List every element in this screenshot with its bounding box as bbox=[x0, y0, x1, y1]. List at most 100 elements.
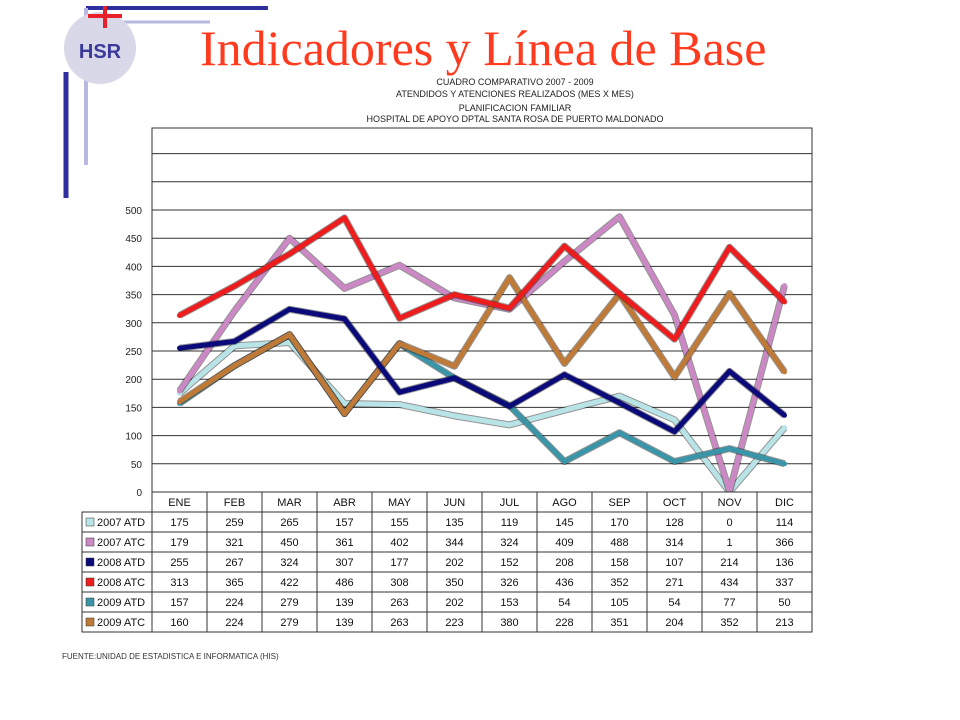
table-cell: 224 bbox=[225, 597, 243, 609]
data-point bbox=[562, 360, 567, 366]
table-cell: 352 bbox=[720, 617, 738, 629]
table-cell: 213 bbox=[775, 617, 793, 629]
data-point bbox=[562, 372, 567, 378]
table-cell: 488 bbox=[610, 537, 628, 549]
data-point bbox=[397, 389, 402, 395]
table-cell: 402 bbox=[390, 537, 408, 549]
data-point bbox=[177, 388, 182, 394]
data-point bbox=[177, 399, 182, 405]
data-point bbox=[727, 290, 732, 296]
table-cell: 436 bbox=[555, 577, 573, 589]
table-cell: 366 bbox=[775, 537, 793, 549]
legend-label: 2008 ATC bbox=[97, 577, 145, 589]
table-cell: 361 bbox=[335, 537, 353, 549]
table-cell: 1 bbox=[726, 537, 732, 549]
data-point bbox=[287, 332, 292, 338]
table-cell: 409 bbox=[555, 537, 573, 549]
data-point bbox=[782, 299, 787, 305]
category-label: ABR bbox=[333, 497, 356, 509]
y-tick-label: 400 bbox=[125, 262, 142, 273]
data-point bbox=[342, 215, 347, 221]
category-label: SEP bbox=[608, 497, 630, 509]
category-label: NOV bbox=[718, 497, 743, 509]
y-tick-label: 350 bbox=[125, 291, 142, 302]
data-point bbox=[672, 429, 677, 435]
data-point bbox=[287, 235, 292, 241]
y-tick-label: 0 bbox=[136, 488, 142, 499]
table-cell: 202 bbox=[445, 557, 463, 569]
data-point bbox=[232, 283, 237, 289]
table-cell: 179 bbox=[170, 537, 188, 549]
data-point bbox=[617, 214, 622, 220]
data-point bbox=[727, 368, 732, 374]
y-tick-label: 250 bbox=[125, 347, 142, 358]
table-cell: 136 bbox=[775, 557, 793, 569]
data-point bbox=[507, 422, 512, 428]
data-point bbox=[287, 251, 292, 257]
y-tick-label: 450 bbox=[125, 234, 142, 245]
table-cell: 139 bbox=[335, 597, 353, 609]
table-cell: 263 bbox=[390, 597, 408, 609]
table-cell: 267 bbox=[225, 557, 243, 569]
data-point bbox=[617, 393, 622, 399]
table-cell: 77 bbox=[723, 597, 735, 609]
table-cell: 139 bbox=[335, 617, 353, 629]
table-cell: 105 bbox=[610, 597, 628, 609]
table-cell: 344 bbox=[445, 537, 463, 549]
table-cell: 202 bbox=[445, 597, 463, 609]
legend-label: 2007 ATD bbox=[97, 517, 145, 529]
data-point bbox=[342, 285, 347, 291]
table-cell: 204 bbox=[665, 617, 683, 629]
legend-key bbox=[85, 557, 95, 567]
data-point bbox=[507, 403, 512, 409]
table-cell: 434 bbox=[720, 577, 738, 589]
chart-title-line2: ATENDIDOS Y ATENCIONES REALIZADOS (MES X… bbox=[396, 89, 634, 99]
table-cell: 128 bbox=[665, 517, 683, 529]
data-point bbox=[782, 461, 787, 467]
data-point bbox=[452, 375, 457, 381]
table-cell: 279 bbox=[280, 597, 298, 609]
table-cell: 351 bbox=[610, 617, 628, 629]
data-point bbox=[617, 290, 622, 296]
table-cell: 177 bbox=[390, 557, 408, 569]
plot-area bbox=[151, 127, 813, 493]
slide-decoration: HSR bbox=[63, 6, 268, 198]
table-cell: 107 bbox=[665, 557, 683, 569]
data-point bbox=[782, 412, 787, 418]
data-point bbox=[782, 283, 787, 289]
table-cell: 350 bbox=[445, 577, 463, 589]
table-cell: 307 bbox=[335, 557, 353, 569]
table-cell: 259 bbox=[225, 517, 243, 529]
category-label: MAR bbox=[277, 497, 302, 509]
table-cell: 145 bbox=[555, 517, 573, 529]
table-cell: 135 bbox=[445, 517, 463, 529]
table-cell: 152 bbox=[500, 557, 518, 569]
table-cell: 422 bbox=[280, 577, 298, 589]
table-cell: 214 bbox=[720, 557, 738, 569]
table-cell: 208 bbox=[555, 557, 573, 569]
source-note: FUENTE:UNIDAD DE ESTADISTICA E INFORMATI… bbox=[62, 652, 279, 661]
data-point bbox=[562, 258, 567, 264]
table-cell: 314 bbox=[665, 537, 683, 549]
y-tick-label: 150 bbox=[125, 403, 142, 414]
data-point bbox=[672, 374, 677, 380]
data-point bbox=[562, 459, 567, 465]
category-label: DIC bbox=[775, 497, 794, 509]
y-tick-label: 100 bbox=[125, 432, 142, 443]
table-cell: 153 bbox=[500, 597, 518, 609]
data-point bbox=[782, 369, 787, 375]
data-point bbox=[232, 363, 237, 369]
data-point bbox=[232, 338, 237, 344]
category-label: MAY bbox=[388, 497, 412, 509]
table-cell: 155 bbox=[390, 517, 408, 529]
data-point bbox=[342, 400, 347, 406]
data-point bbox=[672, 417, 677, 423]
data-point bbox=[727, 244, 732, 250]
series-line bbox=[177, 340, 787, 495]
y-tick-label: 50 bbox=[131, 460, 143, 471]
legend-key bbox=[85, 617, 95, 627]
data-point bbox=[617, 430, 622, 436]
table-cell: 279 bbox=[280, 617, 298, 629]
table-cell: 450 bbox=[280, 537, 298, 549]
table-cell: 324 bbox=[280, 557, 298, 569]
